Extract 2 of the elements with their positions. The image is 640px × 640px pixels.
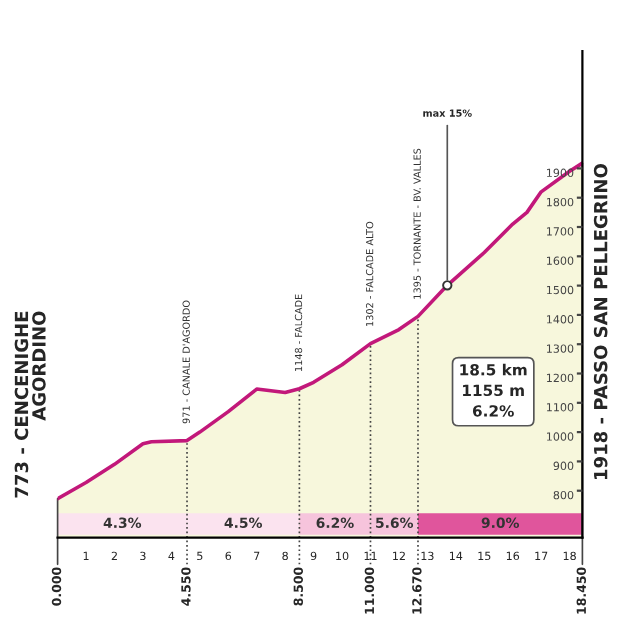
annotation: 773 - CENCENIGHE AGORDINO — [14, 311, 46, 498]
annotation: 1918 - PASSO SAN PELLEGRINO — [593, 164, 608, 479]
